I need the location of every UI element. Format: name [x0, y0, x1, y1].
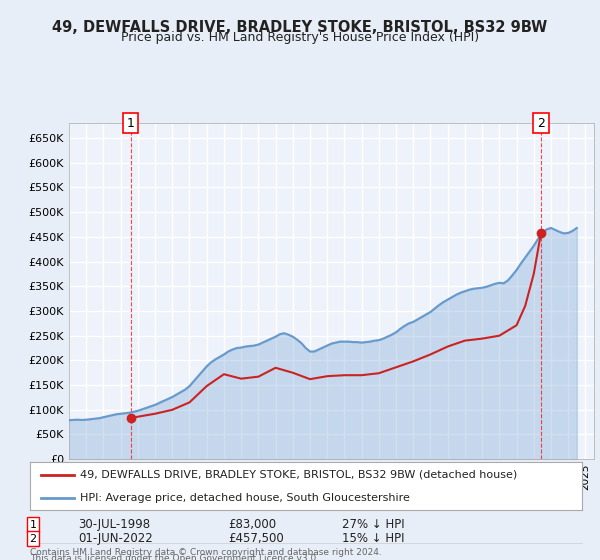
Text: £83,000: £83,000 [228, 518, 276, 531]
Text: 1: 1 [127, 116, 134, 130]
Text: 49, DEWFALLS DRIVE, BRADLEY STOKE, BRISTOL, BS32 9BW: 49, DEWFALLS DRIVE, BRADLEY STOKE, BRIST… [52, 20, 548, 35]
Text: Price paid vs. HM Land Registry's House Price Index (HPI): Price paid vs. HM Land Registry's House … [121, 31, 479, 44]
Text: This data is licensed under the Open Government Licence v3.0.: This data is licensed under the Open Gov… [30, 554, 319, 560]
Text: £457,500: £457,500 [228, 532, 284, 545]
Text: 2: 2 [29, 534, 37, 544]
Text: 49, DEWFALLS DRIVE, BRADLEY STOKE, BRISTOL, BS32 9BW (detached house): 49, DEWFALLS DRIVE, BRADLEY STOKE, BRIST… [80, 470, 517, 480]
Text: HPI: Average price, detached house, South Gloucestershire: HPI: Average price, detached house, Sout… [80, 493, 410, 503]
Text: 15% ↓ HPI: 15% ↓ HPI [342, 532, 404, 545]
Text: 27% ↓ HPI: 27% ↓ HPI [342, 518, 404, 531]
Text: 01-JUN-2022: 01-JUN-2022 [78, 532, 153, 545]
Text: 2: 2 [537, 116, 545, 130]
Text: 30-JUL-1998: 30-JUL-1998 [78, 518, 150, 531]
Text: 1: 1 [29, 520, 37, 530]
Text: Contains HM Land Registry data © Crown copyright and database right 2024.: Contains HM Land Registry data © Crown c… [30, 548, 382, 557]
